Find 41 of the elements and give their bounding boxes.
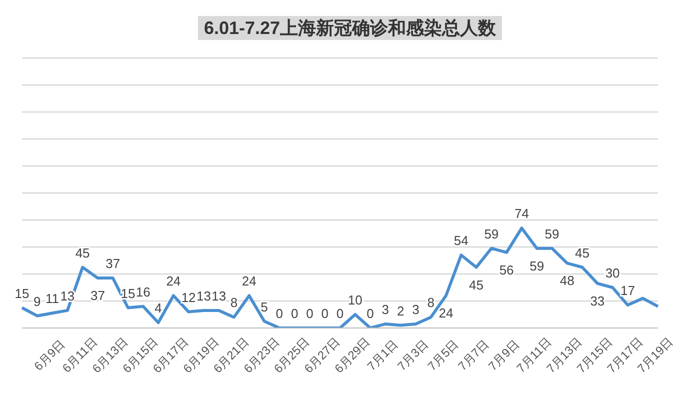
data-label: 3 <box>412 302 420 317</box>
data-label: 15 <box>120 286 136 301</box>
data-label: 56 <box>499 262 514 278</box>
data-label: 13 <box>212 288 226 304</box>
data-label: 8 <box>427 295 434 310</box>
data-label: 17 <box>620 283 635 298</box>
data-label: 45 <box>575 245 590 260</box>
data-label: 5 <box>260 299 268 314</box>
data-label: 59 <box>530 258 544 274</box>
chart-title: 6.01-7.27上海新冠确诊和感染总人数 <box>198 16 502 40</box>
data-label: 8 <box>230 295 238 310</box>
data-label: 16 <box>136 284 150 300</box>
data-label: 3 <box>382 302 390 317</box>
data-label: 24 <box>166 274 181 289</box>
data-label: 2 <box>396 303 404 318</box>
data-label: 33 <box>590 293 605 308</box>
data-label: 24 <box>242 274 256 289</box>
data-label: 4 <box>154 300 162 316</box>
data-label: 0 <box>336 306 344 321</box>
data-label: 37 <box>106 256 120 272</box>
data-label: 9 <box>34 294 41 309</box>
data-label: 13 <box>196 288 211 304</box>
data-label: 0 <box>290 306 298 321</box>
data-label: 0 <box>366 306 374 321</box>
data-label: 0 <box>321 306 328 321</box>
data-label: 24 <box>438 306 454 321</box>
data-label: 54 <box>454 233 468 248</box>
data-label: 0 <box>276 306 284 321</box>
data-label: 48 <box>560 273 574 288</box>
data-label: 30 <box>605 266 620 280</box>
data-label: 10 <box>348 292 362 308</box>
data-label: 15 <box>14 286 30 301</box>
data-label: 59 <box>544 226 560 242</box>
data-label: 37 <box>90 288 105 304</box>
data-label: 59 <box>484 226 499 242</box>
data-label: 45 <box>469 277 484 292</box>
data-label: 11 <box>46 291 60 306</box>
data-label: 74 <box>514 206 529 222</box>
data-label: 0 <box>306 306 314 321</box>
data-label: 12 <box>181 290 196 305</box>
data-label: 45 <box>75 245 90 260</box>
